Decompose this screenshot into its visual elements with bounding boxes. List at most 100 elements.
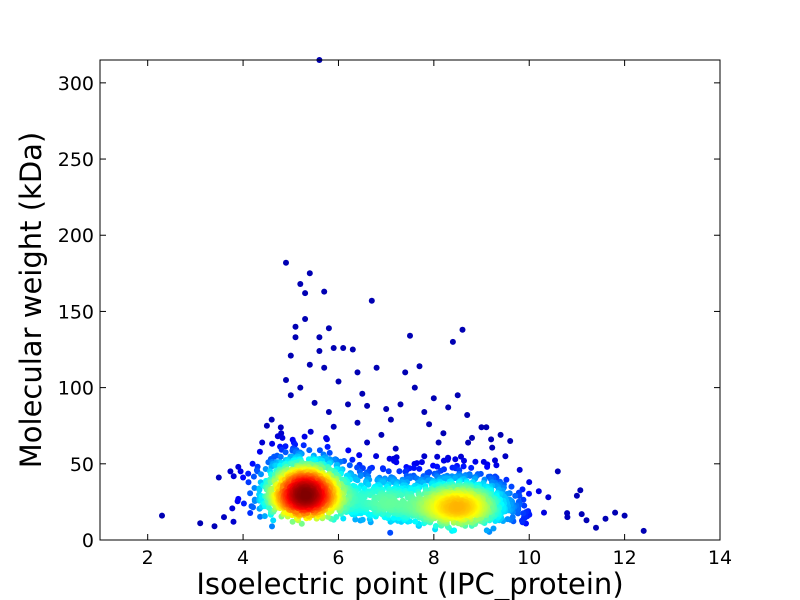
data-point xyxy=(357,473,364,479)
data-point xyxy=(251,485,258,491)
data-point xyxy=(311,399,318,406)
data-point xyxy=(352,476,359,483)
data-point xyxy=(621,512,628,519)
data-point xyxy=(307,428,314,435)
data-point xyxy=(349,346,356,353)
data-point xyxy=(240,474,247,481)
data-point xyxy=(418,459,425,466)
data-point xyxy=(256,486,263,493)
data-point xyxy=(230,518,237,525)
data-point xyxy=(245,470,252,477)
data-point xyxy=(287,352,294,359)
data-point xyxy=(297,384,304,391)
data-point xyxy=(411,384,418,391)
data-point xyxy=(516,466,523,473)
data-point xyxy=(512,492,519,499)
data-point xyxy=(383,406,390,412)
data-point xyxy=(478,424,485,431)
data-point xyxy=(452,475,459,482)
data-point xyxy=(283,377,289,383)
data-point xyxy=(583,517,590,524)
data-point xyxy=(269,523,275,530)
data-point xyxy=(257,513,264,520)
data-point xyxy=(461,457,467,464)
y-tick-label: 300 xyxy=(58,73,94,95)
data-point xyxy=(250,473,257,480)
data-point xyxy=(240,500,247,507)
data-point xyxy=(573,492,580,499)
data-point xyxy=(397,401,404,408)
data-point xyxy=(230,473,237,480)
data-point xyxy=(268,416,275,423)
data-point xyxy=(612,509,619,516)
data-point xyxy=(396,468,403,475)
data-point xyxy=(488,436,495,443)
x-tick-label: 8 xyxy=(428,547,440,569)
data-point xyxy=(449,338,456,345)
data-point xyxy=(545,494,552,501)
data-point xyxy=(359,516,366,523)
x-axis-label: Isoelectric point (IPC_protein) xyxy=(196,567,623,600)
data-point xyxy=(298,520,305,527)
data-point xyxy=(356,452,363,459)
data-point xyxy=(541,509,547,516)
data-point xyxy=(237,468,244,475)
data-point xyxy=(490,525,497,532)
data-points xyxy=(159,57,647,536)
y-tick-label: 100 xyxy=(58,378,94,400)
data-point xyxy=(247,510,254,516)
data-point xyxy=(520,496,527,503)
data-point xyxy=(367,492,374,499)
data-point xyxy=(410,465,417,471)
data-point xyxy=(316,348,323,354)
data-point xyxy=(256,448,263,455)
data-point xyxy=(323,436,330,443)
data-point xyxy=(365,481,372,488)
data-point xyxy=(364,439,371,446)
data-point xyxy=(269,440,276,447)
data-point xyxy=(235,495,242,502)
data-point xyxy=(452,456,459,463)
data-point xyxy=(387,416,394,423)
data-point xyxy=(364,402,371,409)
data-point xyxy=(292,334,299,341)
data-point xyxy=(277,453,284,460)
data-point xyxy=(258,471,264,478)
x-axis: 2 4 6 8 10 12 14 xyxy=(142,60,732,569)
data-point xyxy=(330,345,337,351)
data-point xyxy=(467,472,473,479)
data-point xyxy=(211,523,218,530)
data-point xyxy=(578,511,585,518)
data-point xyxy=(321,364,328,371)
data-point xyxy=(387,529,394,536)
data-point xyxy=(302,491,308,498)
data-point xyxy=(354,369,361,376)
data-point xyxy=(373,453,380,460)
data-point xyxy=(416,465,423,472)
data-point xyxy=(251,496,258,503)
data-point xyxy=(221,514,227,521)
data-point xyxy=(459,326,466,333)
data-point xyxy=(445,404,452,411)
data-point xyxy=(468,464,475,471)
y-axis-label: Molecular weight (kDa) xyxy=(14,132,48,468)
data-point xyxy=(159,512,165,519)
data-point xyxy=(564,510,571,517)
data-point xyxy=(287,392,294,399)
data-point xyxy=(345,401,351,408)
data-point xyxy=(483,424,490,431)
data-point xyxy=(247,490,254,497)
data-point xyxy=(526,479,533,486)
data-point xyxy=(325,325,332,332)
data-point xyxy=(274,433,281,440)
data-point xyxy=(229,505,236,512)
data-point xyxy=(402,369,409,376)
plot-area-frame xyxy=(99,59,721,541)
data-point xyxy=(502,453,509,460)
x-tick-label: 14 xyxy=(708,547,732,569)
data-point xyxy=(472,458,479,465)
data-point xyxy=(368,297,375,304)
data-point xyxy=(289,518,296,525)
data-point xyxy=(385,499,392,506)
data-point xyxy=(392,445,399,452)
